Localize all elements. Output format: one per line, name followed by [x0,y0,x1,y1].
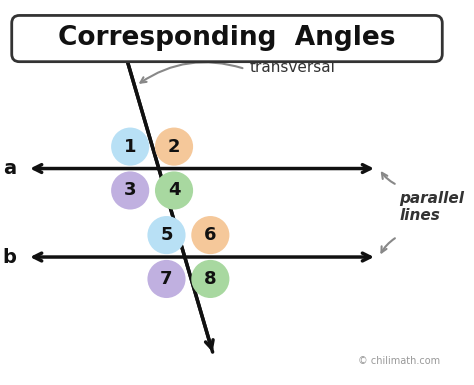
Text: © chilimath.com: © chilimath.com [358,356,440,366]
Circle shape [155,127,193,166]
Text: 3: 3 [124,181,137,199]
Text: 6: 6 [204,226,217,244]
Text: 8: 8 [204,270,217,288]
Text: 7: 7 [160,270,173,288]
Circle shape [147,216,185,254]
Circle shape [147,260,185,298]
Circle shape [111,127,149,166]
Text: 2: 2 [168,137,180,156]
Text: Corresponding  Angles: Corresponding Angles [58,25,396,51]
Circle shape [191,260,229,298]
Circle shape [191,216,229,254]
Text: 1: 1 [124,137,137,156]
Text: a: a [3,159,16,178]
Text: parallel
lines: parallel lines [400,191,465,223]
Text: 5: 5 [160,226,173,244]
Text: 4: 4 [168,181,180,199]
Text: transversal: transversal [250,60,336,75]
Text: b: b [2,248,16,266]
FancyBboxPatch shape [12,15,442,62]
Circle shape [155,171,193,209]
Circle shape [111,171,149,209]
